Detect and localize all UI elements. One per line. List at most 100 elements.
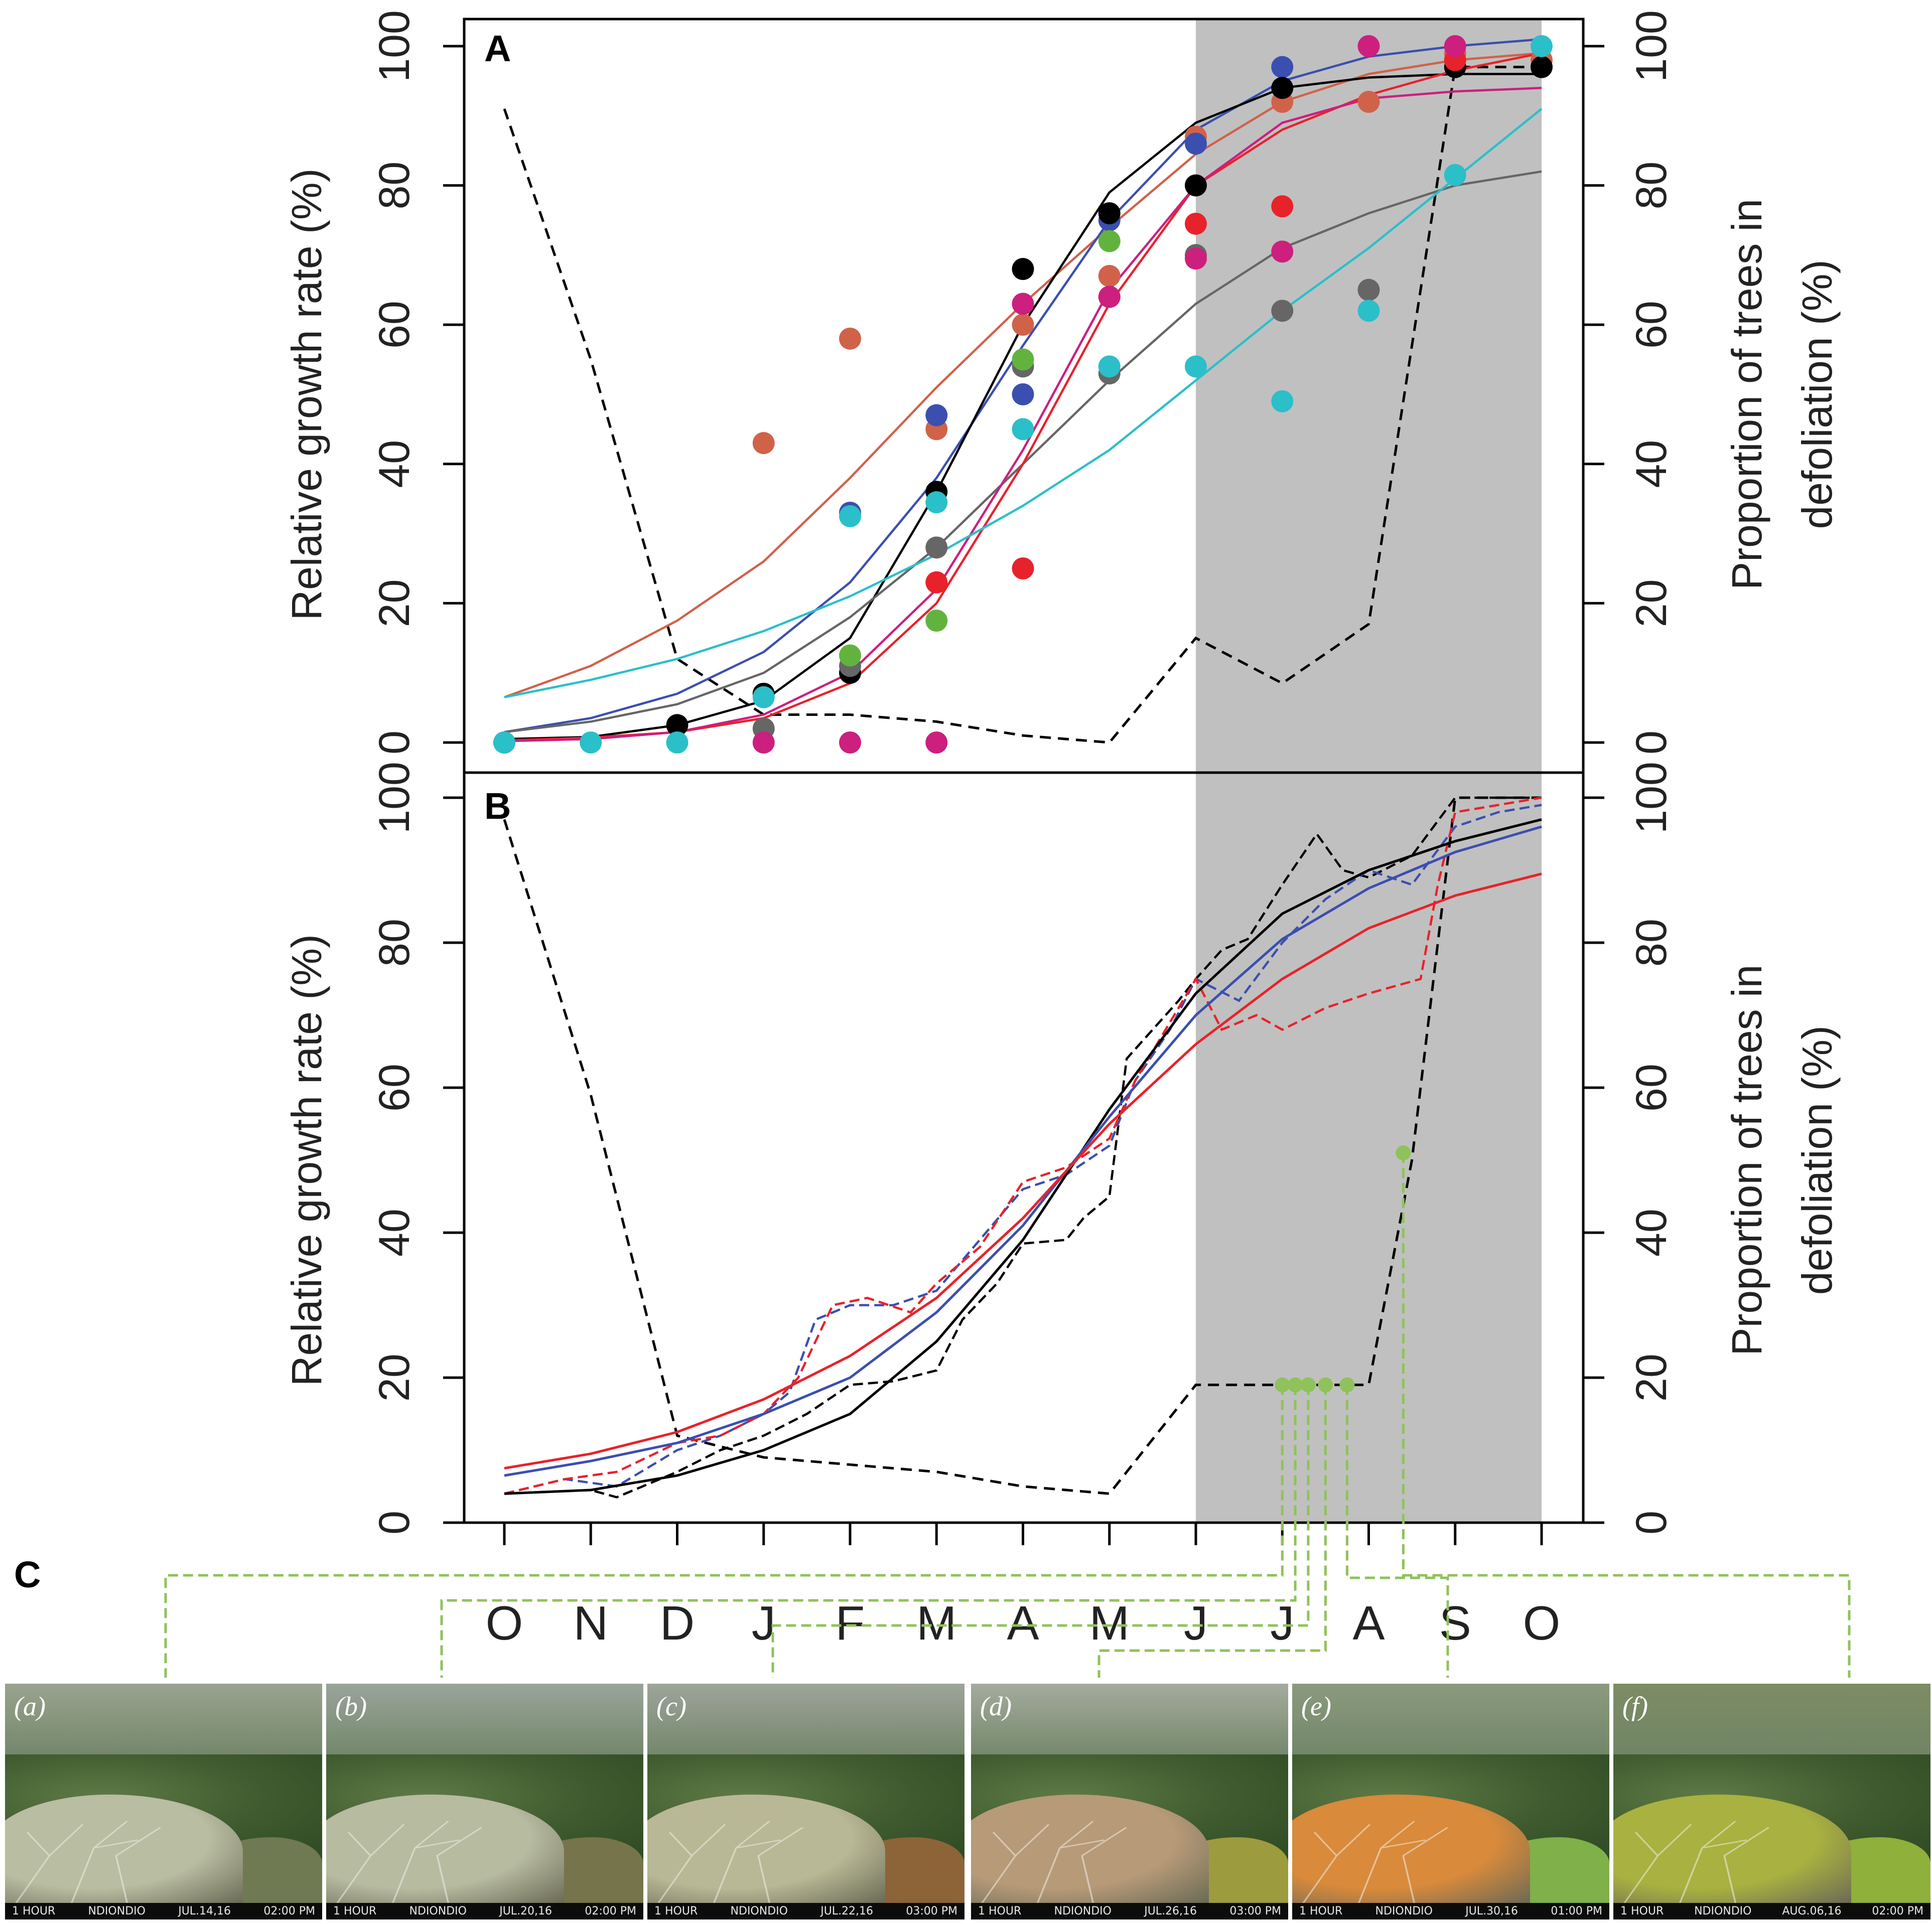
photo-sky <box>1613 1684 1930 1764</box>
photo-tree-canopy <box>326 1794 564 1903</box>
series-black-point <box>1098 202 1121 225</box>
photo-connector-line <box>1097 1385 1327 1678</box>
panel-b-left-tick-label: 0 <box>370 1511 419 1535</box>
panel-a-axes: 0 0 20 20 40 40 60 60 80 80 100 100 Relative growth … <box>283 10 1841 774</box>
panel-b-shaded-region <box>1196 773 1542 1523</box>
series-red-point <box>1012 557 1034 579</box>
trail-camera-photo: (e) 1 HOUR NDIONDIO JUL.30,16 01:00 PM <box>1292 1684 1609 1919</box>
photo-connector-line <box>1402 1153 1851 1678</box>
series-black-fit-line <box>504 818 1542 1495</box>
photo-timestamp: 1 HOUR NDIONDIO JUL.30,16 01:00 PM <box>1292 1903 1609 1919</box>
branch <box>336 1821 482 1903</box>
month-tick-label: D <box>660 1596 695 1650</box>
month-tick-label: O <box>1523 1596 1561 1650</box>
photo-letter: (e) <box>1301 1691 1331 1721</box>
month-tick-label: M <box>1089 1596 1130 1650</box>
photo-letter: (f) <box>1622 1691 1648 1721</box>
panel-a-right-tick-label: 0 <box>1627 730 1676 755</box>
branch <box>1302 1821 1448 1903</box>
panel-a-plot-area <box>493 35 1553 754</box>
panel-b-left-axis-label: Relative growth rate (%) <box>283 934 330 1386</box>
photo-connectors <box>164 1153 1851 1678</box>
photo-branches <box>981 1821 1127 1903</box>
series-magenta-point <box>1357 35 1380 57</box>
panel-a-right-axis-label: Proportion of trees in <box>1723 199 1770 590</box>
photo-site: NDIONDIO <box>730 1905 788 1918</box>
series-orange-point <box>839 327 861 350</box>
photo-time: 03:00 PM <box>906 1905 957 1918</box>
panel-b-label: B <box>484 785 511 827</box>
photo-date: JUL.26,16 <box>1144 1905 1197 1918</box>
photo-tree-canopy <box>1292 1794 1530 1903</box>
month-tick-label: A <box>1352 1596 1385 1650</box>
red-observed-line <box>504 796 1542 1495</box>
panel-b-right-tick-label: 60 <box>1627 1064 1676 1112</box>
photo-letter: (c) <box>656 1691 686 1721</box>
photo-timestamp: 1 HOUR NDIONDIO JUL.20,16 02:00 PM <box>326 1903 643 1919</box>
series-magenta-point <box>925 731 948 754</box>
panel-b-right-tick-label: 0 <box>1627 1511 1676 1535</box>
series-blue-fit-line <box>504 825 1542 1477</box>
photo-branches <box>15 1821 161 1903</box>
month-tick-label: J <box>1184 1596 1208 1650</box>
photo-letter: (d) <box>980 1691 1012 1721</box>
photo-date: JUL.30,16 <box>1465 1905 1519 1918</box>
series-blue-point <box>1185 132 1207 155</box>
panel-a-defoliation-line <box>503 66 1542 744</box>
series-grey-point <box>925 536 948 559</box>
photo-tree-canopy <box>971 1794 1209 1903</box>
series-red-point <box>1185 212 1207 235</box>
series-cyan-point <box>839 505 861 527</box>
photo-interval: 1 HOUR <box>333 1905 377 1918</box>
photo-site: NDIONDIO <box>409 1905 467 1918</box>
series-cyan-point <box>1271 390 1294 412</box>
photo-date: JUL.22,16 <box>820 1905 874 1918</box>
black-observed-line <box>504 796 1542 1499</box>
photo-letter: (b) <box>335 1691 367 1721</box>
panel-b-right-tick-label: 20 <box>1627 1354 1676 1402</box>
series-green-point <box>925 610 948 632</box>
series-magenta-point <box>752 731 775 754</box>
panel-b-axes: 0 0 20 20 40 40 60 60 80 80 100 100 Relative growth … <box>283 762 1841 1535</box>
series-black-point <box>1185 174 1207 197</box>
photo-time: 03:00 PM <box>1229 1905 1281 1918</box>
series-magenta-point <box>839 731 861 754</box>
series-green-point <box>1098 230 1121 252</box>
branch <box>15 1821 161 1903</box>
panel-b-right-axis-label: defoliation (%) <box>1793 1025 1841 1295</box>
series-cyan-point <box>493 731 515 754</box>
series-magenta-point <box>1185 247 1207 270</box>
series-red-point <box>925 571 948 594</box>
series-cyan-point <box>580 731 602 754</box>
series-blue-point <box>1271 56 1294 78</box>
photo-time: 02:00 PM <box>1872 1905 1923 1918</box>
panel-a-left-tick-label: 20 <box>370 579 419 628</box>
photo-branches <box>336 1821 482 1903</box>
panel-b-right-tick-label: 40 <box>1627 1209 1676 1257</box>
photo-interval: 1 HOUR <box>12 1905 56 1918</box>
panel-a-left-tick-label: 60 <box>370 301 419 349</box>
panel-a-right-tick-label: 100 <box>1627 10 1676 82</box>
photo-sky <box>5 1684 322 1764</box>
photo-connector-line <box>771 1385 1310 1678</box>
photo-branches <box>1623 1821 1769 1903</box>
panel-a-right-axis-label: defoliation (%) <box>1793 260 1841 529</box>
panel-b-left-tick-label: 20 <box>370 1354 419 1402</box>
photo-site: NDIONDIO <box>1054 1905 1112 1918</box>
photo-tree-canopy <box>5 1794 243 1903</box>
series-cyan-point <box>752 686 775 708</box>
panel-a-left-tick-label: 40 <box>370 440 419 488</box>
photo-sky <box>971 1684 1288 1764</box>
photo-sky <box>326 1684 643 1764</box>
photo-time: 01:00 PM <box>1551 1905 1602 1918</box>
branch <box>657 1821 803 1903</box>
series-cyan-point <box>1098 355 1121 378</box>
series-grey-point <box>1357 278 1380 301</box>
photo-date: JUL.20,16 <box>499 1905 553 1918</box>
panel-b-right-tick-label: 80 <box>1627 919 1676 967</box>
panel-b-plot-area <box>503 796 1542 1499</box>
photo-sky <box>1292 1684 1609 1764</box>
photo-tree-canopy <box>1613 1794 1851 1903</box>
